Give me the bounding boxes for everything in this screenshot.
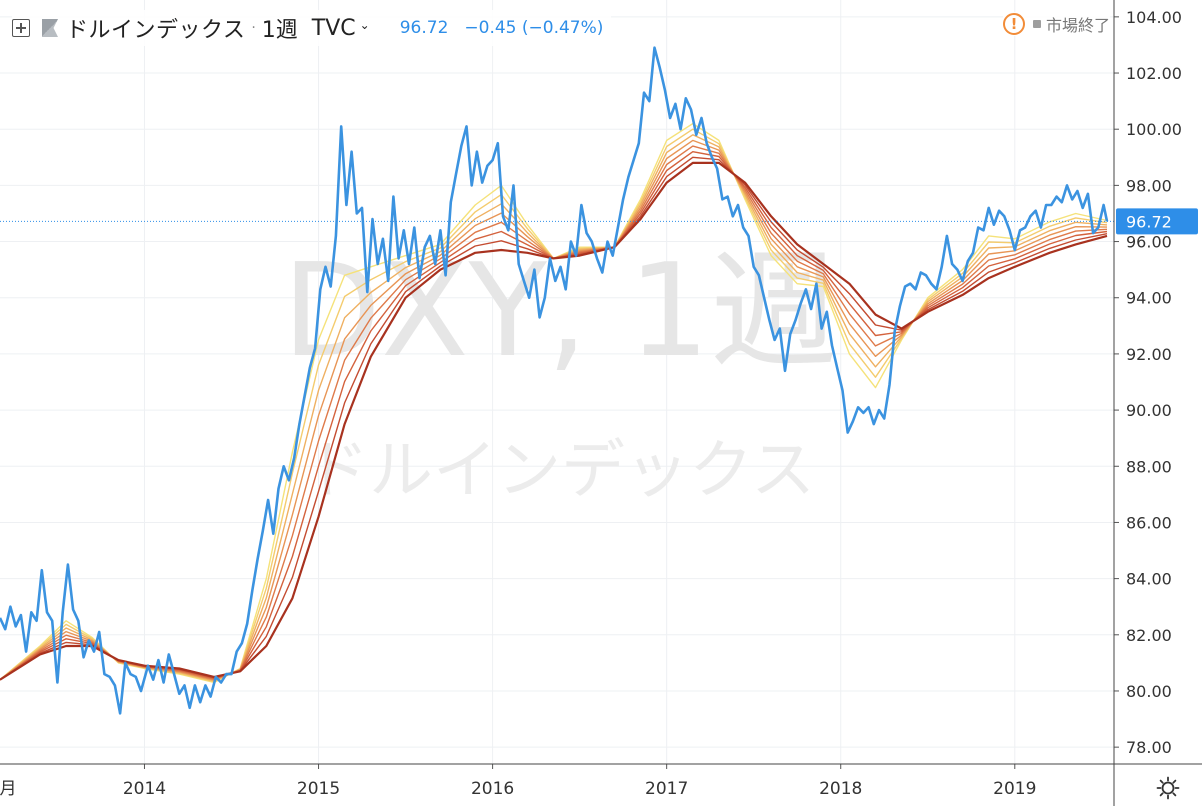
x-tick-label: 2014	[123, 779, 166, 799]
ribbon-ma-line-5	[0, 145, 1108, 681]
x-tick-label: 2015	[297, 779, 340, 799]
ribbon-ma-line-1	[0, 122, 1108, 684]
chart-header: ドルインデックス · 1週 TVC ⌄ 96.72 −0.45 (−0.47%)	[12, 10, 612, 46]
interval-label[interactable]: 1週	[261, 18, 298, 43]
last-price-label: 96.72	[1116, 208, 1198, 235]
x-tick-label: 2018	[819, 779, 862, 799]
ribbon-ma-line-8	[0, 161, 1108, 681]
ribbon-ma-line-3	[0, 134, 1108, 682]
last-price: 96.72	[399, 18, 449, 38]
source-label[interactable]: TVC	[311, 15, 356, 41]
watermark-sub: ドルインデックス	[305, 434, 815, 508]
y-tick-label: 98.00	[1126, 176, 1172, 195]
y-tick-label: 100.00	[1126, 120, 1182, 139]
y-tick-label: 80.00	[1126, 682, 1172, 701]
y-tick-label: 104.00	[1126, 8, 1182, 27]
ribbon-ma-line-2	[0, 128, 1108, 683]
plus-square-icon[interactable]	[12, 19, 30, 37]
y-tick-label: 90.00	[1126, 401, 1172, 420]
y-tick-label: 102.00	[1126, 64, 1182, 83]
market-status: ! 市場終了	[1002, 12, 1110, 36]
y-tick-label: 78.00	[1126, 738, 1172, 757]
y-tick-label: 82.00	[1126, 626, 1172, 645]
last-price-label-text: 96.72	[1126, 212, 1172, 231]
price-line	[0, 46, 1109, 715]
y-tick-label: 94.00	[1126, 289, 1172, 308]
y-axis[interactable]: 78.00 80.00 82.00 84.00 86.00 88.00 90.00 92.00…	[1113, 0, 1182, 806]
y-tick-label: 96.00	[1126, 233, 1172, 252]
ribbon-lines	[0, 122, 1108, 684]
symbol-name[interactable]: ドルインデックス	[66, 18, 246, 43]
watermark-main: DXY, 1週	[282, 237, 837, 386]
price-line-group	[0, 46, 1109, 715]
x-tick-label: 2019	[993, 779, 1036, 799]
x-tick-label: 2016	[471, 779, 514, 799]
price-change: −0.45 (−0.47%)	[464, 18, 604, 38]
last-price-label-bg	[1116, 208, 1198, 235]
x-axis[interactable]: 月 2014 2015 2016 2017 2018 2019	[0, 763, 1202, 799]
market-status-text: 市場終了	[1045, 16, 1110, 35]
chevron-down-icon[interactable]: ⌄	[359, 18, 370, 32]
y-tick-label: 88.00	[1126, 457, 1172, 476]
y-tick-label: 92.00	[1126, 345, 1172, 364]
separator-dot-icon: ·	[251, 20, 256, 36]
ribbon-ma-line-7	[0, 156, 1108, 681]
status-dot-icon	[1032, 20, 1041, 28]
ribbon-ma-line-6	[0, 151, 1108, 681]
y-tick-label: 84.00	[1126, 570, 1172, 589]
settings-icon[interactable]	[1156, 776, 1180, 800]
x-tick-label: 月	[0, 779, 17, 799]
x-tick-label: 2017	[645, 779, 688, 799]
flag-icon[interactable]	[42, 19, 58, 37]
y-tick-label: 86.00	[1126, 513, 1172, 532]
warning-icon[interactable]: !	[1002, 13, 1025, 35]
watermark: DXY, 1週 ドルインデックス	[282, 237, 837, 508]
